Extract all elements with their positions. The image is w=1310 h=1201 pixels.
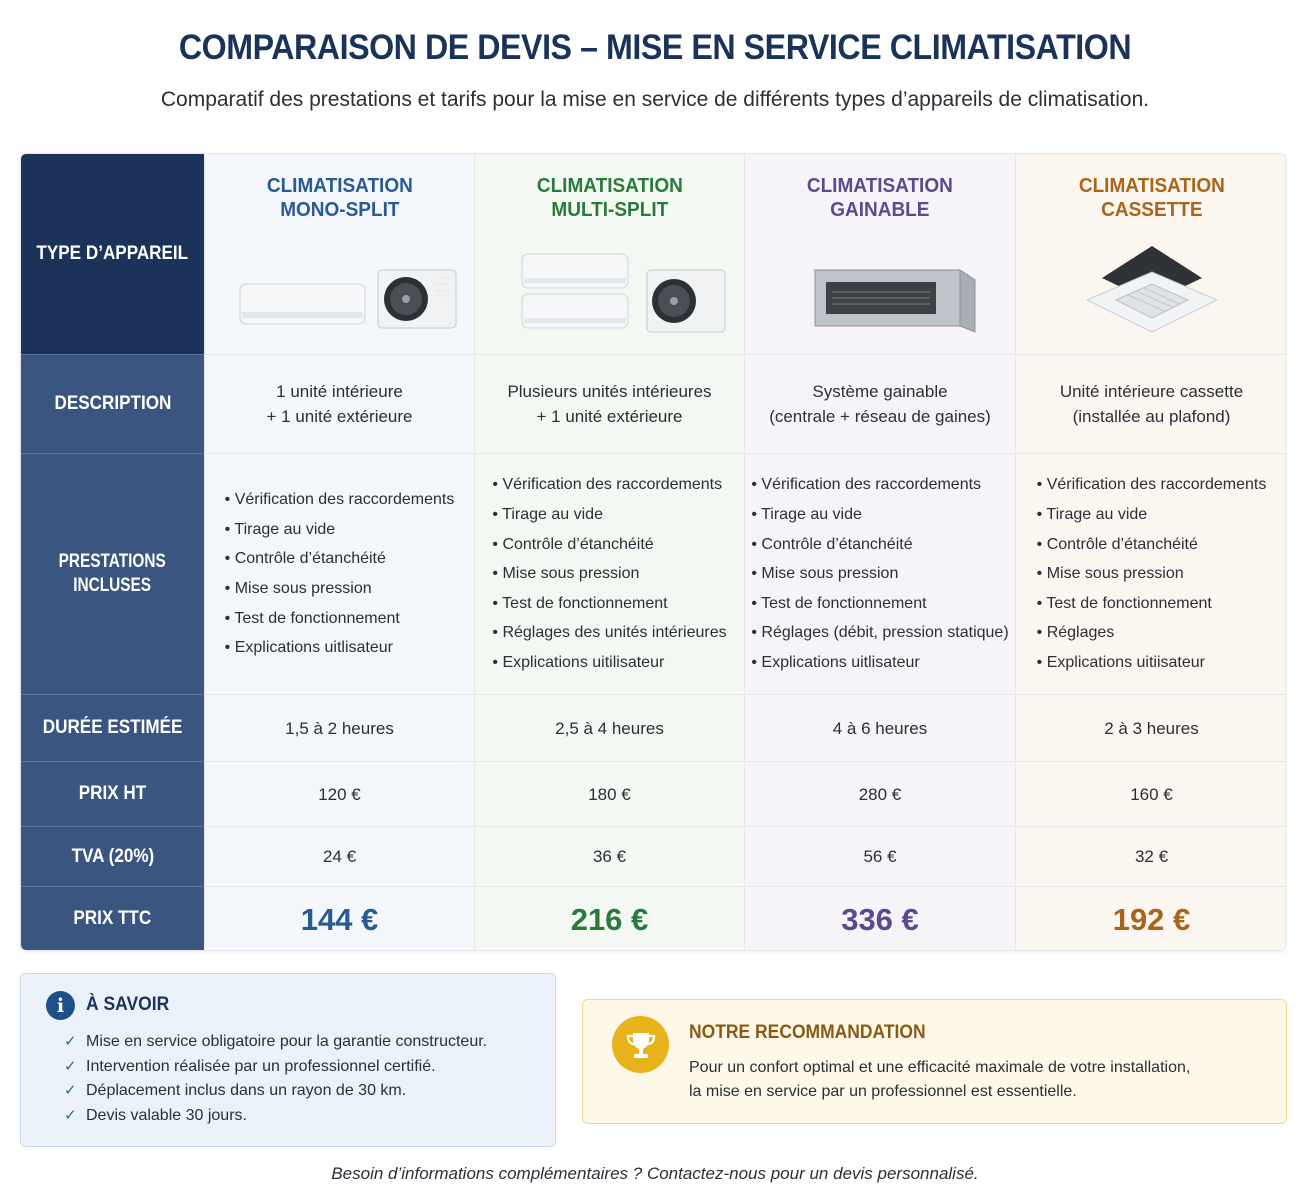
prestations-cell: Vérification des raccordements Tirage au… <box>204 454 474 695</box>
list-item: Test de fonctionnement <box>492 589 726 619</box>
check-icon: ✓ <box>64 1107 77 1125</box>
column-title: CLIMATISATION MONO-SPLIT <box>266 175 413 221</box>
duree-cell: 1,5 à 2 heures <box>204 695 474 762</box>
prix-ht-cell: 120 € <box>204 762 474 827</box>
description-cell: Système gainable (centrale + réseau de ga… <box>744 355 1015 454</box>
prix-ttc-cell: 192 € <box>1015 887 1285 950</box>
list-item: ✓ Déplacement inclus dans un rayon de 30 … <box>64 1079 487 1104</box>
list-item: Tirage au vide <box>492 500 726 530</box>
list-item: Réglages des unités intérieures <box>492 618 726 648</box>
list-item: Contrôle d’étanchéité <box>492 530 726 560</box>
column-title: CLIMATISATION CASSETTE <box>1078 175 1225 221</box>
trophy-icon <box>612 1016 669 1073</box>
tva-cell: 56 € <box>744 827 1015 887</box>
prestations-cell: Vérification des raccordements Tirage au… <box>1015 454 1285 695</box>
list-item: Mise sous pression <box>492 559 726 589</box>
page-title: COMPARAISON DE DEVIS – MISE EN SERVICE C… <box>178 28 1132 67</box>
list-item: Vérification des raccordements <box>751 470 1008 500</box>
prix-ttc-cell: 336 € <box>744 887 1015 950</box>
list-item: Contrôle d’étanchéité <box>751 530 1008 560</box>
list-item: Mise sous pression <box>751 559 1008 589</box>
multi-split-unit-image <box>490 240 730 340</box>
list-item: Contrôle d’étanchéité <box>225 544 455 574</box>
mono-split-unit-image <box>220 240 460 340</box>
recommendation-text: Pour un confort optimal et une efficacit… <box>689 1059 1191 1100</box>
duree-cell: 2 à 3 heures <box>1015 695 1285 762</box>
prestations-list: Vérification des raccordements Tirage au… <box>492 470 726 677</box>
list-item: Vérification des raccordements <box>1037 470 1267 500</box>
prix-ht-cell: 160 € <box>1015 762 1285 827</box>
prix-ttc-cell: 216 € <box>474 887 744 950</box>
row-label-duree: DURÉE ESTIMÉE <box>21 695 204 762</box>
footer-note: Besoin d’informations complémentaires ? … <box>331 1164 979 1183</box>
prix-ht-cell: 280 € <box>744 762 1015 827</box>
row-label-type: TYPE D’APPAREIL <box>21 154 204 355</box>
column-title: CLIMATISATION MULTI-SPLIT <box>536 175 683 221</box>
row-label-description: DESCRIPTION <box>21 355 204 454</box>
column-header-multi-split: CLIMATISATION MULTI-SPLIT <box>474 154 744 355</box>
list-item: Mise sous pression <box>1037 559 1267 589</box>
row-label-tva: TVA (20%) <box>21 827 204 887</box>
list-item: Explications uitiisateur <box>1037 648 1267 678</box>
list-item: Tirage au vide <box>751 500 1008 530</box>
prestations-list: Vérification des raccordements Tirage au… <box>751 470 1009 678</box>
list-item: Tirage au vide <box>225 515 455 545</box>
check-icon: ✓ <box>64 1057 77 1075</box>
list-item: Contrôle d’étanchéité <box>1037 530 1267 560</box>
comparison-table: TYPE D’APPAREIL CLIMATISATION MONO-SPLIT … <box>20 153 1286 951</box>
description-cell: 1 unité intérieure + 1 unité extérieure <box>204 355 474 454</box>
info-icon: i <box>46 991 75 1020</box>
list-item: Vérification des raccordements <box>492 470 726 500</box>
description-cell: Unité intérieure cassette (installée au p… <box>1015 355 1285 454</box>
cassette-unit-image <box>1032 240 1272 340</box>
tva-cell: 36 € <box>474 827 744 887</box>
column-header-cassette: CLIMATISATION CASSETTE <box>1015 154 1285 355</box>
list-item: Explications uitlisateur <box>225 633 455 663</box>
recommendation-title: NOTRE RECOMMANDATION <box>689 1022 926 1043</box>
info-title: À SAVOIR <box>86 994 170 1015</box>
gainable-unit-image <box>760 240 1000 340</box>
row-label-prestations: PRESTATIONS INCLUSES <box>21 454 204 695</box>
info-list: ✓ Mise en service obligatoire pour la gar… <box>64 1030 487 1129</box>
tva-cell: 24 € <box>204 827 474 887</box>
list-item: ✓ Intervention réalisée par un profession… <box>64 1055 487 1080</box>
column-header-mono-split: CLIMATISATION MONO-SPLIT <box>204 154 474 355</box>
recommendation-box: NOTRE RECOMMANDATION Pour un confort opt… <box>582 999 1287 1124</box>
list-item: Test de fonctionnement <box>751 589 1008 619</box>
list-item: Réglages (débit, pression statique) <box>751 618 1008 648</box>
info-box: i À SAVOIR ✓ Mise en service obligatoire … <box>20 973 556 1147</box>
list-item: Tirage au vide <box>1037 500 1267 530</box>
prix-ttc-cell: 144 € <box>204 887 474 950</box>
list-item: Test de fonctionnement <box>225 604 455 634</box>
prestations-cell: Vérification des raccordements Tirage au… <box>744 454 1015 695</box>
list-item: Réglages <box>1037 618 1267 648</box>
list-item: ✓ Mise en service obligatoire pour la gar… <box>64 1030 487 1055</box>
prestations-list: Vérification des raccordements Tirage au… <box>225 485 455 663</box>
list-item: Mise sous pression <box>225 574 455 604</box>
list-item: Vérification des raccordements <box>225 485 455 515</box>
check-icon: ✓ <box>64 1033 77 1050</box>
column-header-gainable: CLIMATISATION GAINABLE <box>744 154 1015 355</box>
list-item: Test de fonctionnement <box>1037 589 1267 619</box>
prestations-cell: Vérification des raccordements Tirage au… <box>474 454 744 695</box>
tva-cell: 32 € <box>1015 827 1285 887</box>
prix-ht-cell: 180 € <box>474 762 744 827</box>
list-item: Explications uitlisateur <box>751 648 1008 678</box>
description-cell: Plusieurs unités intérieures + 1 unité ex… <box>474 355 744 454</box>
duree-cell: 2,5 à 4 heures <box>474 695 744 762</box>
row-label-prix-ttc: PRIX TTC <box>21 887 204 950</box>
list-item: Explications uitilisateur <box>492 648 726 678</box>
list-item: ✓ Devis valable 30 jours. <box>64 1104 487 1129</box>
page-subtitle: Comparatif des prestations et tarifs pou… <box>160 88 1150 111</box>
row-label-prix-ht: PRIX HT <box>21 762 204 827</box>
duree-cell: 4 à 6 heures <box>744 695 1015 762</box>
check-icon: ✓ <box>64 1082 77 1100</box>
prestations-list: Vérification des raccordements Tirage au… <box>1037 470 1267 678</box>
column-title: CLIMATISATION GAINABLE <box>806 175 954 221</box>
